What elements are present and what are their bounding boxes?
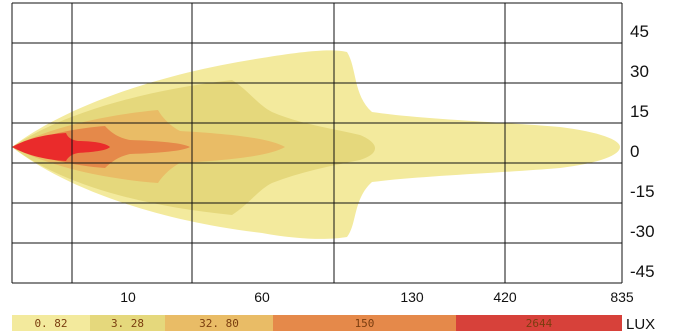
chart-grid <box>11 2 623 284</box>
y-tick-label: 0 <box>630 142 639 161</box>
legend-label: 3. 28 <box>111 317 144 330</box>
legend-label: 32. 80 <box>199 317 239 330</box>
x-tick-label: 130 <box>400 289 424 305</box>
y-tick-label: 15 <box>630 102 649 121</box>
y-tick-label: -30 <box>630 222 655 241</box>
legend-swatch <box>165 315 273 331</box>
legend-label: 150 <box>355 317 375 330</box>
legend-swatch <box>12 315 90 331</box>
legend-swatch <box>273 315 456 331</box>
lux-legend: 0. 82 3. 28 32. 80 150 2644 <box>12 315 622 331</box>
isolux-zones <box>12 50 620 239</box>
x-tick-label: 420 <box>493 289 517 305</box>
y-tick-label: -45 <box>630 262 655 281</box>
x-tick-label: 835 <box>610 289 634 305</box>
legend-swatch <box>456 315 622 331</box>
legend-swatch <box>90 315 165 331</box>
y-tick-label: 45 <box>630 22 649 41</box>
zone-2644 <box>12 133 110 161</box>
x-tick-label: 10 <box>120 289 136 305</box>
y-axis-ticks: 45 30 15 0 -15 -30 -45 <box>630 22 655 281</box>
y-tick-label: -15 <box>630 182 655 201</box>
legend-unit-label: LUX <box>626 316 655 331</box>
y-tick-label: 30 <box>630 62 649 81</box>
legend-label: 2644 <box>526 317 553 330</box>
legend-label: 0. 82 <box>34 317 67 330</box>
x-axis-ticks: 10 60 130 420 835 <box>120 289 634 305</box>
x-tick-label: 60 <box>254 289 270 305</box>
